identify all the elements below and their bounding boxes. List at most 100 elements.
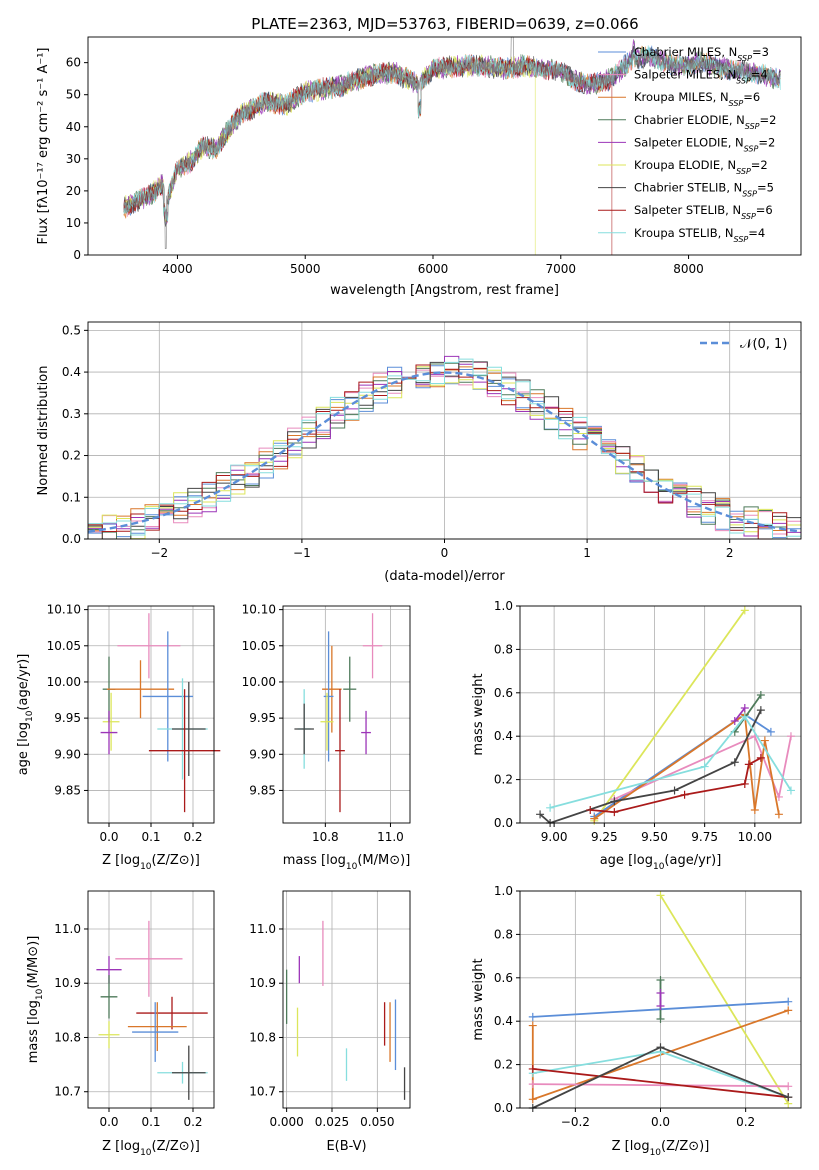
weight-marker: [740, 779, 749, 788]
weight-line-salpeter-stelib: [586, 753, 765, 817]
weight-marker: [786, 786, 795, 795]
weight-marker: [528, 1012, 537, 1021]
errorbar-salpeter-stelib: [335, 689, 345, 813]
age-vs-mass-panel-x-axis-label: mass [log10(M/M⊙)]: [283, 853, 411, 872]
weight-marker: [670, 786, 679, 795]
errorbar-kroupa-miles: [106, 660, 175, 719]
weight-marker: [756, 706, 765, 715]
x-tick-label: 1: [583, 546, 591, 560]
weight-marker: [610, 808, 619, 817]
histogram-panel: [84, 321, 802, 543]
errorbar-kroupa-miles: [127, 1002, 187, 1052]
errorbar-chabrier-stelib: [172, 681, 206, 776]
weight-marker: [730, 717, 739, 726]
mass-vs-extinction-panel-x-axis-label: E(B-V): [326, 1139, 366, 1154]
mass-vs-metallicity-panel-x-axis-label: Z [log10(Z/Z⊙)]: [102, 1139, 200, 1158]
errorbar-salpeter-miles: [362, 613, 383, 679]
weight-path: [613, 734, 792, 801]
x-tick-label: −1: [293, 546, 311, 560]
weight-marker: [784, 1082, 793, 1091]
age-vs-metallicity-panel: [84, 605, 221, 827]
histogram-x-axis-label: (data-model)/error: [384, 569, 505, 584]
legend-entry: Kroupa STELIB, NSSP=4: [634, 226, 765, 244]
y-tick-label: 20: [66, 184, 81, 198]
y-tick-label: 9.95: [54, 711, 81, 725]
x-tick-label: 11.0: [377, 830, 404, 844]
weight-marker: [656, 1002, 665, 1011]
x-tick-label: 9.25: [591, 830, 618, 844]
y-tick-label: 10: [66, 216, 81, 230]
weight-marker: [656, 1043, 665, 1052]
x-tick-label: 0.050: [360, 1115, 394, 1129]
y-tick-label: 9.85: [54, 783, 81, 797]
y-tick-label: 0.0: [62, 532, 81, 546]
legend-entry: Salpeter ELODIE, NSSP=2: [634, 135, 775, 153]
age-vs-mass-panel-frame: [282, 605, 411, 824]
y-tick-label: 10.8: [249, 1030, 276, 1044]
y-tick-label: 0.2: [62, 449, 81, 463]
errorbar-kroupa-elodie: [320, 692, 334, 751]
x-tick-label: 0.2: [183, 1115, 202, 1129]
errorbar-salpeter-miles: [117, 613, 181, 679]
legend-entry: Kroupa ELODIE, NSSP=2: [634, 158, 768, 176]
errorbar-chabrier-miles: [142, 631, 193, 762]
weight-vs-age-panel-y-axis-label: mass weight: [471, 673, 486, 755]
weight-marker: [766, 727, 775, 736]
mass-vs-extinction-panel: [279, 890, 411, 1112]
y-tick-label: 0.0: [494, 1101, 513, 1115]
weight-marker: [536, 810, 545, 819]
weight-marker: [786, 732, 795, 741]
legend-entry: 𝒩(0, 1): [740, 337, 787, 352]
x-tick-label: −0.2: [561, 1115, 590, 1129]
y-tick-label: 0.8: [494, 927, 513, 941]
y-tick-label: 10.10: [242, 603, 276, 617]
errorbar-salpeter-stelib: [136, 996, 208, 1030]
weight-line-kroupa-stelib: [546, 712, 795, 812]
spectrum-panel: [84, 36, 802, 259]
y-tick-label: 0.5: [62, 323, 81, 337]
spectrum-y-axis-label: Flux [fλ10⁻¹⁷ erg cm⁻² s⁻¹ A⁻¹]: [36, 48, 51, 245]
spectrum-frame: [87, 36, 802, 256]
y-tick-label: 30: [66, 152, 81, 166]
errorbar-kroupa-elodie: [102, 692, 120, 751]
weight-marker: [610, 797, 619, 806]
x-tick-label: 0.025: [315, 1115, 349, 1129]
weight-marker: [656, 891, 665, 900]
weight-marker: [656, 988, 665, 997]
weight-marker: [656, 975, 665, 984]
y-tick-label: 0.2: [494, 773, 513, 787]
age-vs-mass-panel: [279, 605, 411, 827]
weight-path: [734, 707, 746, 722]
weight-vs-age-panel-x-axis-label: age [log10(age/yr)]: [600, 853, 722, 872]
weight-path: [590, 757, 762, 814]
errorbar-salpeter-stelib: [148, 689, 221, 813]
weight-marker: [590, 814, 599, 823]
weight-vs-age-panel-frame: [519, 605, 802, 824]
y-tick-label: 1.0: [494, 599, 513, 613]
weight-path: [549, 715, 792, 809]
weight-marker: [528, 1064, 537, 1073]
weight-marker: [740, 606, 749, 615]
y-tick-label: 9.85: [249, 783, 276, 797]
weight-marker: [774, 810, 783, 819]
weight-marker: [784, 1093, 793, 1102]
errorbar-chabrier-elodie: [100, 975, 118, 1019]
weight-vs-metallicity-panel-y-axis-label: mass weight: [471, 958, 486, 1040]
y-tick-label: 10.05: [47, 639, 81, 653]
weight-marker: [730, 758, 739, 767]
y-tick-label: 0.1: [62, 490, 81, 504]
y-tick-label: 10.7: [54, 1085, 81, 1099]
mass-vs-metallicity-panel-y-axis-label: mass [log10(M/M⊙)]: [26, 936, 45, 1064]
spectrum-x-axis-label: wavelength [Angstrom, rest frame]: [330, 283, 559, 298]
x-tick-label: 0: [441, 546, 449, 560]
x-tick-label: 9.75: [691, 830, 718, 844]
weight-marker: [744, 760, 753, 769]
y-tick-label: 11.0: [54, 922, 81, 936]
histogram-y-axis-label: Normed distribution: [36, 366, 51, 496]
y-tick-label: 10.8: [54, 1030, 81, 1044]
y-tick-label: 11.0: [249, 922, 276, 936]
errorbar-salpeter-miles: [115, 920, 183, 997]
errorbar-chabrier-elodie: [343, 656, 357, 722]
weight-marker: [586, 805, 595, 814]
y-tick-label: 0.2: [494, 1058, 513, 1072]
